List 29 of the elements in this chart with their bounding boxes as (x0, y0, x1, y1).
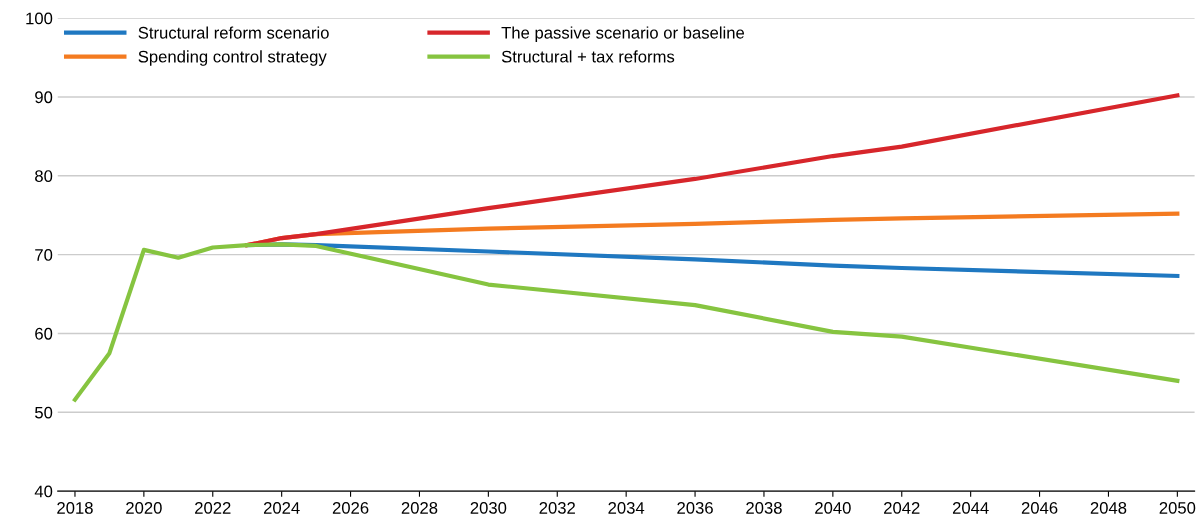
y-tick-label: 100 (26, 12, 53, 25)
x-tick-label: 2034 (608, 502, 645, 514)
line-series (72, 242, 1180, 402)
y-tick-label: 60 (35, 327, 53, 340)
x-tick-label: 2018 (57, 502, 93, 514)
x-tick-label: 2022 (195, 502, 231, 514)
y-tick-label: 70 (35, 249, 53, 261)
x-tick-label: 2020 (126, 502, 162, 514)
x-tick-label: 2036 (677, 502, 713, 514)
legend-label: Spending control strategy (138, 50, 327, 66)
y-tick-label: 90 (35, 91, 53, 104)
y-tick-label: 50 (35, 406, 53, 419)
legend-label: The passive scenario or baseline (501, 26, 745, 42)
y-tick-label: 80 (35, 170, 53, 182)
x-tick-label: 2026 (332, 502, 369, 514)
x-tick-label: 2024 (263, 502, 300, 514)
y-tick-label: 40 (34, 485, 53, 498)
x-tick-label: 2044 (952, 502, 989, 514)
x-tick-label: 2042 (884, 502, 920, 514)
x-tick-label: 2032 (539, 502, 575, 514)
x-tick-label: 2050 (1159, 502, 1196, 514)
x-tick-label: 2040 (815, 502, 851, 514)
x-tick-label: 2046 (1021, 502, 1058, 514)
legend-label: Structural reform scenario (138, 26, 329, 39)
x-tick-label: 2030 (470, 502, 507, 514)
x-tick-label: 2048 (1090, 502, 1127, 514)
legend-label: Structural + tax reforms (501, 50, 675, 63)
x-tick-label: 2038 (746, 502, 782, 514)
x-tick-label: 2028 (401, 502, 438, 514)
